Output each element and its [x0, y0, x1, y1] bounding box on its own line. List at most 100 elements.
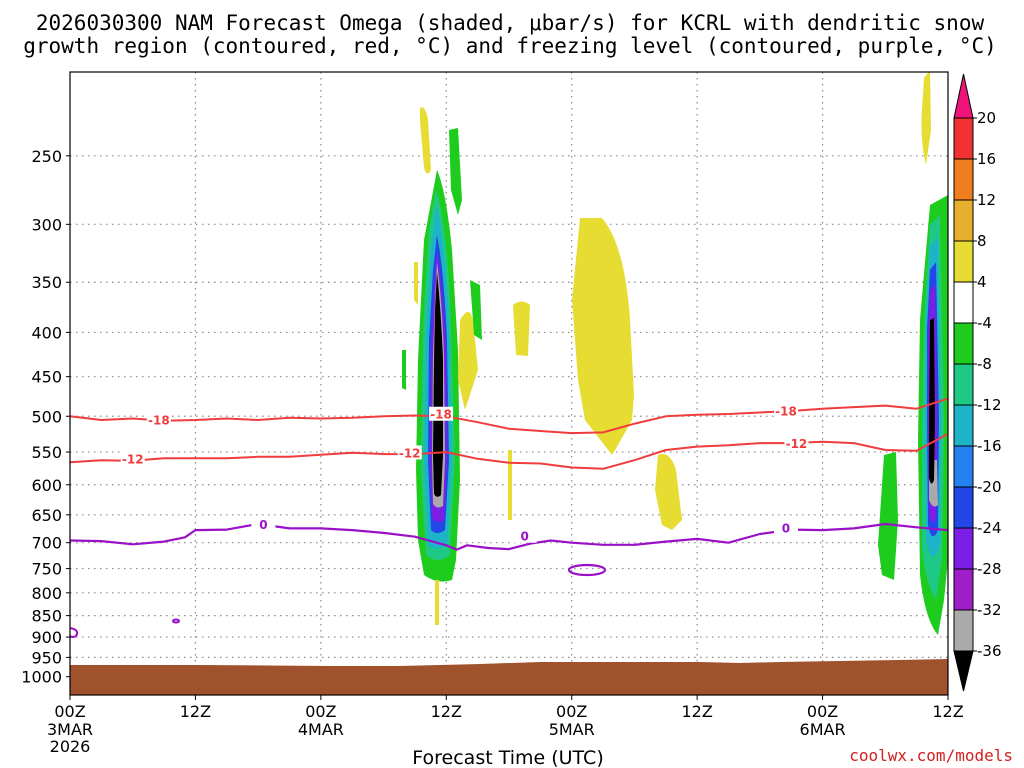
y-tick-label-900: 900 [31, 628, 62, 647]
omega-blob-yellow-mid-b [513, 301, 530, 356]
colorbar-label-13: -36 [977, 642, 1002, 660]
colorbar: 20 16 12 8 4 -4 -8 -12 -16 -20 -24 -28 -32 -36 [953, 73, 1002, 692]
freezing-loop-a [567, 563, 607, 577]
colorbar-label-10: -24 [977, 519, 1002, 537]
credit-text: coolwx.com/models [849, 746, 1013, 765]
y-tick-label-400: 400 [31, 323, 62, 342]
x-tick-label-5: 12Z [681, 702, 712, 721]
dgz-contour-label-1-2: -12 [786, 437, 808, 451]
freezing-loop-b [172, 618, 180, 624]
freezing-contour-label-0-1: 0 [520, 530, 528, 544]
y-tick-label-650: 650 [31, 506, 62, 525]
title-line-1: 2026030300 NAM Forecast Omega (shaded, μ… [36, 11, 985, 35]
omega-blob-green-mid-a [470, 280, 482, 340]
x-tick-label-6: 00Z [807, 702, 838, 721]
y-tick-label-300: 300 [31, 215, 62, 234]
ground-surface [70, 659, 948, 695]
colorbar-label-2: 12 [977, 191, 996, 209]
y-tick-label-850: 850 [31, 607, 62, 626]
dgz-label-bg-0-1 [429, 406, 454, 421]
x-tick-sublabel-0-1: 2026 [50, 737, 91, 756]
colorbar-label-8: -16 [977, 437, 1002, 455]
omega-blob-green-small-a [402, 350, 406, 390]
colorbar-label-4: 4 [977, 273, 987, 291]
omega-blob-green-early [449, 128, 462, 215]
omega-blob-yellow-mid-a [458, 312, 478, 410]
y-tick-label-350: 350 [31, 273, 62, 292]
y-tick-label-800: 800 [31, 584, 62, 603]
y-axis: 250 300 350 400 450 500 550 600 650 700 750 800 850 9… [21, 147, 70, 687]
dgz-contour-label-1-0: -12 [122, 453, 144, 467]
x-tick-label-3: 12Z [431, 702, 462, 721]
colorbar-box-5 [953, 322, 974, 365]
dgz-label-bg-0-2 [773, 403, 798, 418]
omega-blob-yellow-small-b [435, 580, 439, 625]
colorbar-label-0: 20 [977, 109, 996, 127]
colorbar-label-12: -32 [977, 601, 1002, 619]
colorbar-box-2 [953, 199, 974, 242]
omega-blob-yellow-small-a [414, 262, 418, 305]
dgz-contour-label-0-1: -18 [430, 408, 452, 422]
colorbar-label-1: 16 [977, 150, 996, 168]
colorbar-label-9: -20 [977, 478, 1002, 496]
colorbar-box-9 [953, 486, 974, 529]
y-tick-label-550: 550 [31, 443, 62, 462]
dgz-label-bg-1-2 [784, 435, 809, 450]
colorbar-box-11 [953, 568, 974, 611]
omega-blob-black-late [929, 318, 935, 484]
colorbar-box-0 [953, 117, 974, 160]
omega-blob-green-late-a [878, 452, 898, 580]
omega-blob-yellow-large [572, 218, 634, 455]
colorbar-label-6: -8 [977, 355, 992, 373]
colorbar-label-11: -28 [977, 560, 1002, 578]
colorbar-box-3 [953, 240, 974, 283]
omega-blob-yellow-late-b [921, 72, 931, 165]
omega-blob-yellow-early [420, 107, 431, 174]
y-tick-label-950: 950 [31, 648, 62, 667]
y-tick-label-450: 450 [31, 368, 62, 387]
colorbar-top-arrow [953, 73, 974, 119]
x-tick-sublabel-4-0: 5MAR [549, 720, 595, 739]
title-line-2: growth region (contoured, red, °C) and f… [23, 34, 997, 58]
y-tick-label-600: 600 [31, 476, 62, 495]
colorbar-bottom-arrow [953, 650, 974, 692]
dgz-contour-label-1-1: -12 [399, 446, 421, 460]
x-tick-sublabel-6-0: 6MAR [800, 720, 846, 739]
freezing-label-bg-0-2 [773, 520, 798, 535]
colorbar-label-5: -4 [977, 314, 992, 332]
y-tick-label-250: 250 [31, 147, 62, 166]
colorbar-label-3: 8 [977, 232, 987, 250]
colorbar-box-12 [953, 609, 974, 652]
dgz-label-bg-0-0 [146, 412, 171, 427]
freezing-label-bg-0-1 [512, 528, 537, 543]
x-tick-label-4: 00Z [556, 702, 587, 721]
dgz-contour-label-0-0: -18 [148, 414, 170, 428]
colorbar-box-1 [953, 158, 974, 201]
colorbar-label-7: -12 [977, 396, 1002, 414]
x-axis-label: Forecast Time (UTC) [412, 747, 603, 768]
freezing-contour-label-0-0: 0 [259, 518, 267, 532]
x-tick-label-0: 00Z [54, 702, 85, 721]
dgz-label-bg-1-0 [120, 451, 145, 466]
omega-shading [402, 72, 948, 635]
x-tick-sublabel-2-0: 4MAR [298, 720, 344, 739]
x-tick-label-7: 12Z [932, 702, 963, 721]
freezing-loop-c [70, 627, 79, 638]
contour-lines: -18 -18 -18 -12 -12 -12 0 0 0 [70, 397, 948, 551]
dgz-label-bg-1-1 [397, 445, 422, 460]
colorbar-box-4 [953, 281, 974, 324]
colorbar-box-10 [953, 527, 974, 570]
x-tick-label-1: 12Z [180, 702, 211, 721]
y-tick-label-750: 750 [31, 560, 62, 579]
x-tick-sublabel-0-0: 3MAR [47, 720, 93, 739]
omega-blob-black-main [433, 272, 443, 497]
omega-blob-yellow-late-a [655, 454, 682, 530]
freezing-contour-label-0-2: 0 [782, 521, 790, 535]
y-tick-label-1000: 1000 [21, 668, 62, 687]
freezing-label-bg-0-0 [251, 517, 276, 532]
omega-blob-yellow-mid-c [508, 450, 512, 520]
colorbar-box-7 [953, 404, 974, 447]
x-tick-label-2: 00Z [305, 702, 336, 721]
